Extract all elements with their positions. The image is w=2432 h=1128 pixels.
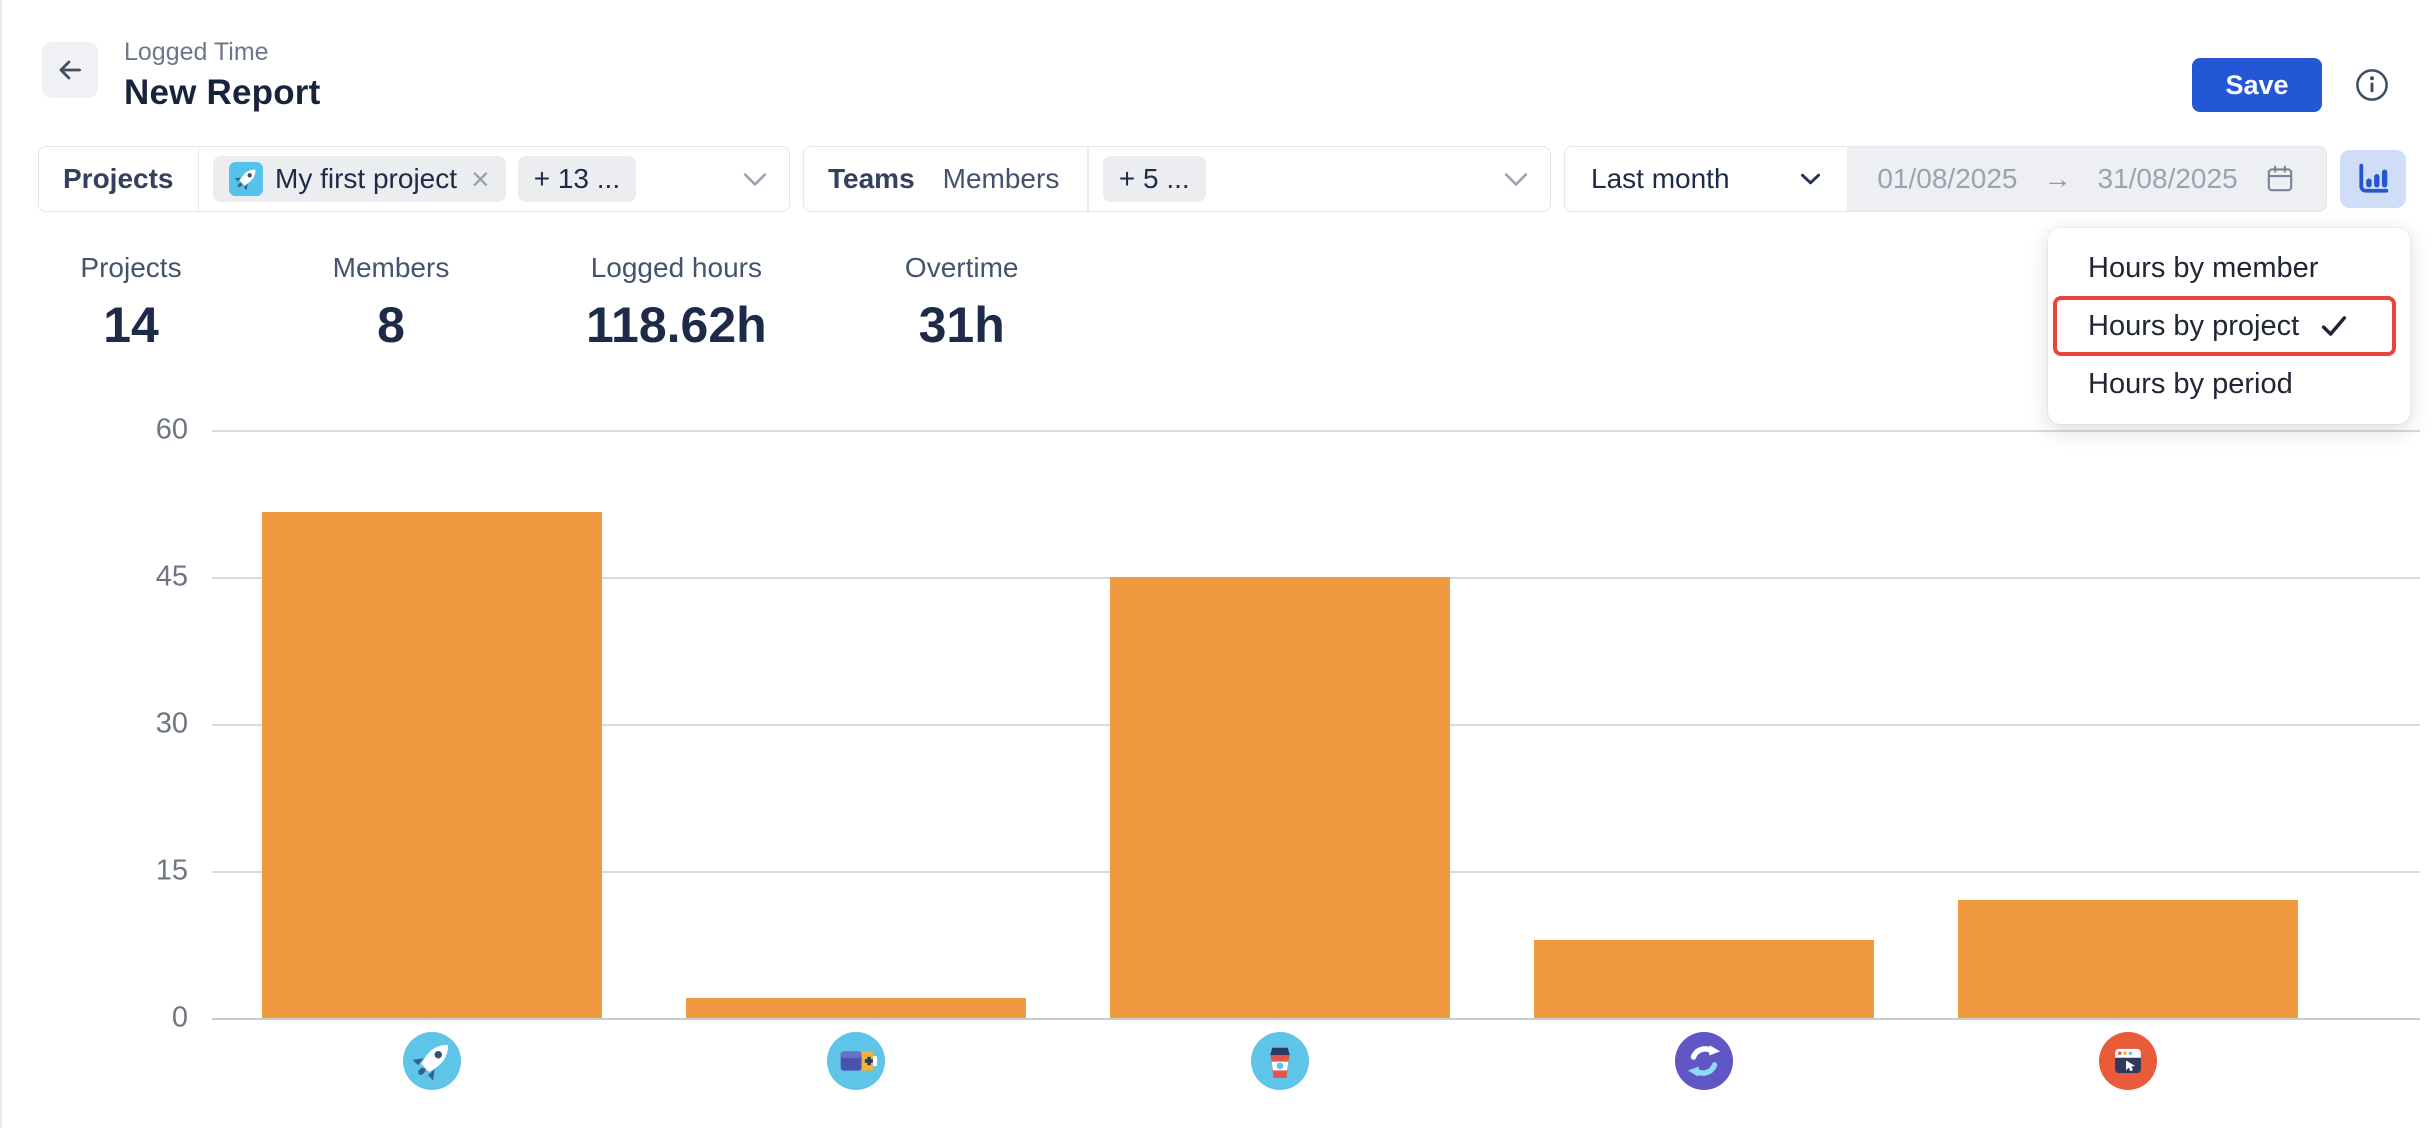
period-preset-label: Last month — [1591, 163, 1730, 194]
range-arrow: → — [2043, 163, 2072, 194]
chevron-down-icon — [1800, 173, 1821, 185]
y-tick: 45 — [155, 560, 188, 593]
x-category — [220, 1032, 644, 1090]
period-filter: Last month 01/08/2025 → 31/08/2025 — [1564, 146, 2327, 212]
page-title: New Report — [124, 73, 321, 112]
menu-item-hours-by-member[interactable]: Hours by member — [2048, 240, 2410, 296]
bar-band — [1492, 430, 1916, 1018]
date-range[interactable]: 01/08/2025 → 31/08/2025 — [1847, 147, 2326, 211]
stat-overtime: Overtime 31h — [897, 252, 1027, 354]
teams-mode-label: Members — [942, 163, 1060, 194]
title-block: Logged Time New Report — [124, 38, 320, 113]
teams-filter-label: Teams — [828, 163, 915, 194]
breadcrumb: Logged Time — [124, 38, 269, 66]
chart-type-menu: Hours by member Hours by project Hours b… — [2048, 228, 2410, 424]
stat-value: 8 — [377, 297, 405, 353]
battery-project-icon — [827, 1032, 885, 1090]
start-date[interactable]: 01/08/2025 — [1877, 163, 2018, 194]
x-category — [1916, 1032, 2340, 1090]
divider — [197, 147, 199, 211]
sync-project-icon — [1675, 1032, 1733, 1090]
bar-battery-project[interactable] — [686, 998, 1026, 1018]
gridline-baseline: 0 — [172, 1002, 2420, 1034]
chip-remove-icon[interactable]: × — [471, 161, 490, 197]
check-icon — [2322, 316, 2347, 336]
bar-band — [644, 430, 1068, 1018]
rocket-project-icon — [229, 162, 263, 196]
menu-item-label: Hours by project — [2088, 309, 2300, 342]
stat-label: Overtime — [904, 252, 1019, 283]
projects-filter[interactable]: Projects My first project — [38, 146, 790, 212]
bar-coffee-project[interactable] — [1110, 577, 1450, 1018]
header-actions: Save — [2192, 58, 2390, 112]
menu-item-label: Hours by period — [2088, 367, 2293, 400]
annotation-highlight: Hours by project — [2053, 296, 2396, 356]
summary-stats: Projects 14 Members 8 Logged hours 118.6… — [66, 252, 1027, 354]
gridline: 60 — [156, 414, 2420, 446]
bar-chart: 60 45 30 15 0 — [156, 414, 2420, 1034]
stat-value: 31h — [918, 297, 1005, 353]
bar-rocket-project[interactable] — [262, 512, 602, 1018]
chevron-down-icon[interactable] — [743, 172, 767, 187]
projects-chips: My first project × + 13 ... — [199, 156, 743, 202]
project-chip-label: My first project — [275, 163, 458, 194]
stat-members: Members 8 — [326, 252, 456, 354]
end-date[interactable]: 31/08/2025 — [2097, 163, 2238, 194]
menu-item-hours-by-project[interactable]: Hours by project — [2057, 300, 2392, 352]
back-button[interactable] — [42, 42, 98, 98]
chevron-down-icon[interactable] — [1504, 172, 1528, 187]
filter-bar: Projects My first project — [38, 146, 2406, 212]
stat-label: Members — [332, 252, 450, 283]
divider — [1087, 147, 1089, 211]
x-category — [1492, 1032, 1916, 1090]
y-tick: 0 — [171, 1001, 188, 1034]
info-button[interactable] — [2354, 67, 2390, 103]
stat-logged-hours: Logged hours 118.62h — [586, 252, 767, 354]
bar-browser-project[interactable] — [1958, 900, 2298, 1018]
x-axis-icons — [220, 1032, 2340, 1090]
info-icon — [2356, 69, 2388, 101]
project-chip[interactable]: My first project × — [213, 156, 506, 202]
save-button[interactable]: Save — [2192, 58, 2322, 112]
y-tick: 15 — [155, 854, 188, 887]
stat-label: Projects — [80, 252, 182, 283]
x-category — [644, 1032, 1068, 1090]
period-preset-select[interactable]: Last month — [1565, 147, 1847, 211]
chart-type-button[interactable] — [2340, 150, 2406, 208]
bar-band — [1068, 430, 1492, 1018]
bar-band — [220, 430, 644, 1018]
x-category — [1068, 1032, 1492, 1090]
y-tick: 60 — [155, 413, 188, 446]
projects-more-chip[interactable]: + 13 ... — [517, 156, 637, 202]
teams-chips: + 5 ... — [1089, 156, 1504, 202]
stat-value: 118.62h — [586, 297, 767, 353]
header: Logged Time New Report — [42, 38, 320, 113]
rocket-project-icon — [403, 1032, 461, 1090]
projects-filter-label: Projects — [63, 163, 174, 194]
teams-filter[interactable]: Teams Members + 5 ... — [803, 146, 1551, 212]
stat-value: 14 — [103, 297, 159, 353]
chart-bars — [220, 430, 2340, 1018]
browser-project-icon — [2099, 1032, 2157, 1090]
teams-more-chip[interactable]: + 5 ... — [1102, 156, 1206, 202]
stat-label: Logged hours — [590, 252, 762, 283]
bar-chart-icon — [2359, 163, 2389, 193]
stat-projects: Projects 14 — [66, 252, 196, 354]
arrow-left-icon — [59, 60, 81, 80]
bar-band — [1916, 430, 2340, 1018]
coffee-project-icon — [1251, 1032, 1309, 1090]
menu-item-hours-by-period[interactable]: Hours by period — [2048, 356, 2410, 412]
bar-sync-project[interactable] — [1534, 939, 1874, 1018]
y-tick: 30 — [155, 707, 188, 740]
calendar-icon[interactable] — [2264, 163, 2296, 195]
menu-item-label: Hours by member — [2088, 251, 2319, 284]
